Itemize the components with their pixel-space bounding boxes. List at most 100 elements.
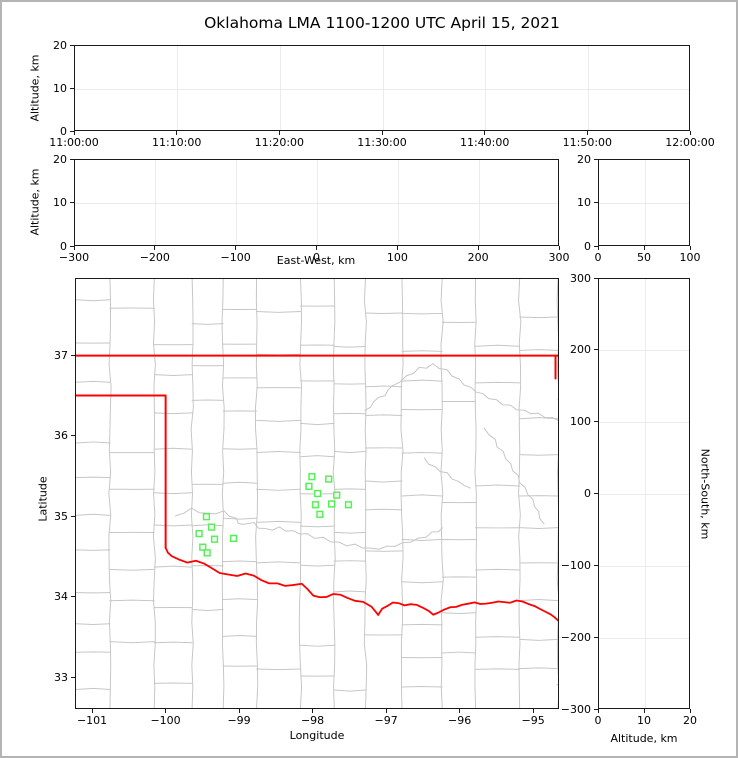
county-line bbox=[153, 412, 193, 415]
county-line bbox=[365, 385, 403, 388]
county-line bbox=[333, 345, 366, 348]
county-line bbox=[440, 279, 444, 708]
county-line bbox=[519, 417, 558, 420]
county-line bbox=[108, 279, 112, 708]
x-tickmark bbox=[238, 709, 240, 713]
y-gridline bbox=[599, 494, 689, 495]
county-line bbox=[299, 644, 335, 647]
y-tick-label: 20 bbox=[53, 152, 67, 166]
x-tick-label: 0 bbox=[594, 714, 602, 727]
y-tick-label: −300 bbox=[560, 702, 591, 716]
county-line bbox=[475, 636, 521, 638]
y-tick-label: 35 bbox=[54, 509, 68, 523]
x-gridline bbox=[485, 46, 487, 130]
y-gridline bbox=[599, 637, 689, 639]
y-gridline bbox=[599, 350, 689, 352]
x-gridline bbox=[397, 160, 399, 245]
x-gridline bbox=[644, 160, 646, 245]
county-line bbox=[191, 323, 224, 325]
x-tickmark bbox=[558, 246, 560, 250]
x-tickmark bbox=[396, 246, 398, 250]
y-tickmark bbox=[594, 493, 598, 494]
county-line bbox=[76, 441, 111, 444]
x-tick-label: −300 bbox=[58, 251, 90, 264]
y-tick-label: 300 bbox=[570, 271, 591, 285]
x-tickmark bbox=[597, 709, 599, 713]
x-gridline bbox=[478, 160, 480, 245]
x-tick-label: −101 bbox=[76, 714, 108, 727]
ns-height-ylabel: North-South, km bbox=[698, 448, 712, 540]
county-line bbox=[109, 641, 155, 644]
lma-station-marker bbox=[202, 513, 211, 521]
y-tickmark bbox=[71, 676, 75, 678]
x-tick-label: 11:10:00 bbox=[151, 136, 202, 149]
y-tickmark bbox=[594, 636, 598, 638]
state-border-panhandle bbox=[76, 394, 167, 549]
x-tickmark bbox=[597, 246, 599, 250]
x-tickmark bbox=[643, 246, 645, 250]
county-line bbox=[76, 299, 111, 302]
y-tickmark bbox=[594, 708, 598, 710]
oklahoma-map-canvas bbox=[76, 279, 558, 708]
ns-height-xlabel: Altitude, km bbox=[610, 732, 678, 745]
y-tickmark bbox=[70, 245, 74, 247]
county-line bbox=[333, 689, 366, 692]
y-tick-label: 34 bbox=[54, 590, 68, 604]
lma-station-marker bbox=[210, 535, 219, 543]
x-tick-label: −95 bbox=[521, 714, 545, 727]
county-river-line bbox=[364, 363, 558, 421]
x-gridline bbox=[317, 160, 318, 245]
y-gridline bbox=[599, 565, 689, 567]
y-tickmark bbox=[71, 596, 75, 598]
county-line bbox=[256, 311, 301, 313]
x-gridline bbox=[279, 46, 281, 130]
x-tick-label: 300 bbox=[548, 251, 570, 264]
x-tickmark bbox=[643, 709, 645, 713]
y-tickmark bbox=[70, 87, 74, 89]
county-line bbox=[256, 668, 301, 671]
county-line bbox=[109, 599, 155, 602]
county-line bbox=[76, 623, 111, 625]
county-line bbox=[191, 608, 224, 611]
county-line bbox=[519, 527, 558, 530]
county-line bbox=[401, 379, 443, 382]
x-tick-label: 20 bbox=[683, 714, 697, 727]
x-tickmark bbox=[165, 709, 167, 713]
map-panel bbox=[75, 278, 559, 709]
county-line bbox=[401, 538, 443, 541]
county-line bbox=[222, 448, 258, 450]
county-line bbox=[222, 598, 258, 601]
county-line bbox=[256, 561, 301, 564]
y-tickmark bbox=[594, 564, 598, 566]
x-gridline bbox=[644, 279, 646, 708]
state-border-red-river bbox=[164, 546, 558, 622]
county-line bbox=[191, 524, 224, 527]
x-tickmark bbox=[73, 246, 75, 250]
county-line bbox=[365, 508, 403, 511]
county-line bbox=[76, 380, 111, 383]
lma-station-marker bbox=[344, 501, 353, 509]
x-tickmark bbox=[484, 131, 486, 135]
county-river-line bbox=[483, 427, 545, 525]
county-line bbox=[222, 481, 258, 484]
x-tickmark bbox=[278, 131, 280, 135]
county-line bbox=[333, 531, 366, 534]
ew-height-panel bbox=[74, 159, 559, 246]
y-tickmark bbox=[594, 245, 598, 247]
x-tickmark bbox=[477, 246, 479, 250]
county-line bbox=[153, 524, 193, 527]
county-line bbox=[519, 316, 558, 319]
y-tick-label: 10 bbox=[577, 196, 591, 209]
x-tickmark bbox=[235, 246, 237, 250]
y-tickmark bbox=[70, 158, 74, 160]
x-tick-label: 11:50:00 bbox=[562, 136, 613, 149]
x-tickmark bbox=[532, 709, 534, 713]
county-line bbox=[256, 450, 301, 453]
x-gridline bbox=[236, 160, 238, 245]
x-tick-label: 0 bbox=[594, 251, 602, 264]
y-tickmark bbox=[70, 202, 74, 203]
lma-station-marker bbox=[308, 473, 316, 481]
county-line bbox=[519, 454, 558, 456]
y-tick-label: 37 bbox=[54, 348, 68, 362]
lma-station-marker bbox=[305, 482, 313, 490]
